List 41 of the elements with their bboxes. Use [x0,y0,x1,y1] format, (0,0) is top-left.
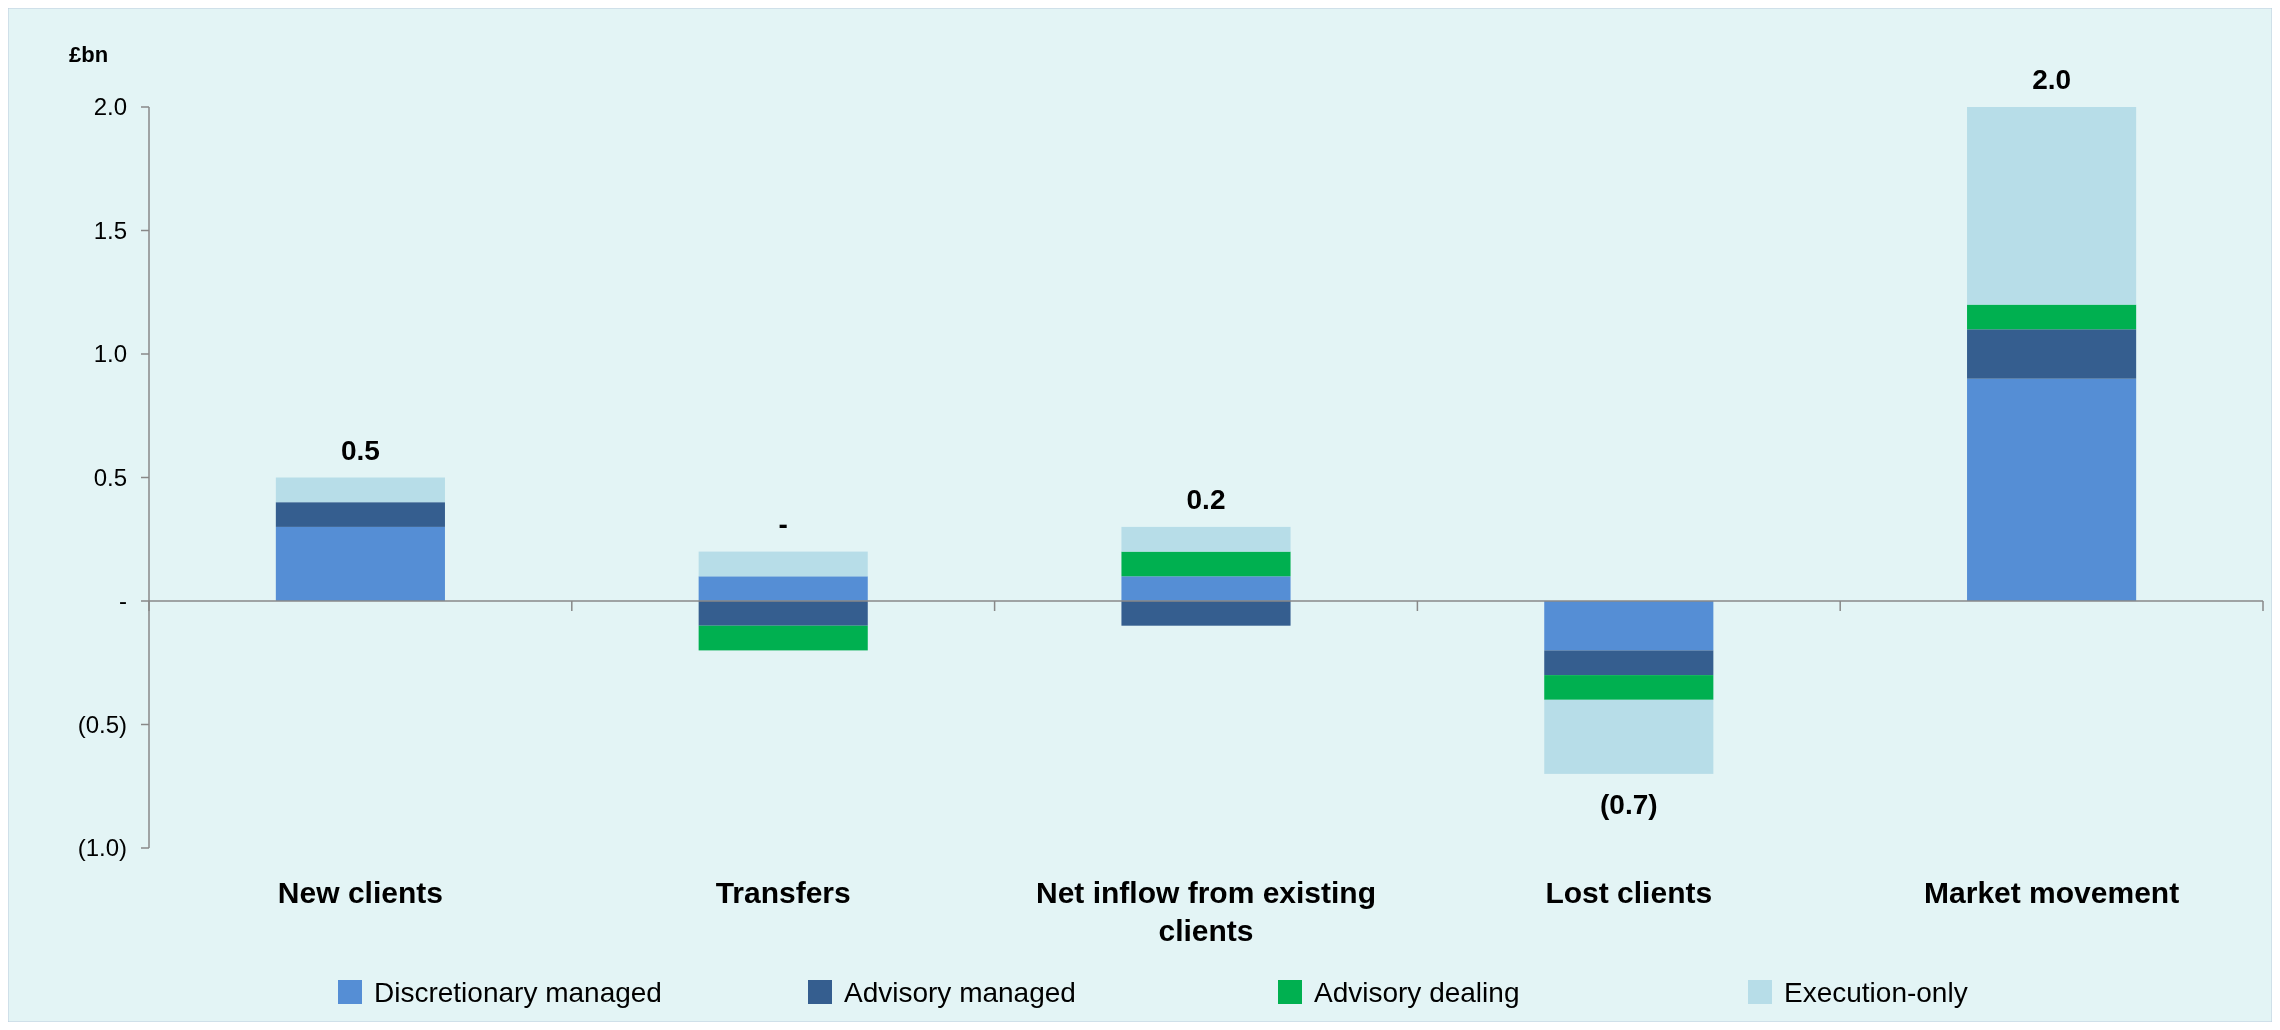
total-label: 2.0 [2032,64,2072,95]
x-tick-label: Transfers [715,876,851,909]
total-label: - [778,508,788,540]
bar [1544,675,1714,700]
x-tick-label: Net inflow from existing clients [1035,876,1377,947]
total-label: (0.7) [1600,788,1658,820]
bar [698,551,868,577]
bar [1967,378,2137,601]
y-tick-label: (0.5) [77,710,127,738]
x-tick-label: Market movement [1924,876,2180,909]
bar [275,477,445,503]
y-tick-label: 1.5 [93,216,127,244]
y-tick-label: 2.0 [93,93,127,121]
bar [1544,699,1714,774]
bar [1121,526,1291,552]
bar [1121,601,1291,626]
total-label: 0.5 [340,434,380,466]
y-tick-label: - [119,587,127,615]
bar [698,576,868,601]
x-tick-label: New clients [277,876,443,909]
y-tick-label: 1.0 [93,340,127,368]
bar [698,601,868,626]
x-tick-label: Lost clients [1545,876,1713,909]
bar [1544,650,1714,676]
legend-label: Execution-only [1784,976,1968,1008]
bar [698,625,868,651]
y-tick-label: (1.0) [77,834,127,862]
bar [1967,107,2137,305]
bar [1121,551,1291,577]
legend-label: Advisory managed [844,976,1076,1008]
legend-label: Discretionary managed [374,976,662,1008]
legend-label: Advisory dealing [1314,976,1520,1008]
bar [1121,576,1291,601]
y-axis-title: £bn [69,42,109,67]
y-tick-label: 0.5 [93,463,127,491]
bar [1967,329,2137,379]
bar [1544,601,1714,651]
bar [275,526,445,601]
bar [1967,304,2137,330]
bar [275,502,445,527]
total-label: 0.2 [1186,483,1226,515]
